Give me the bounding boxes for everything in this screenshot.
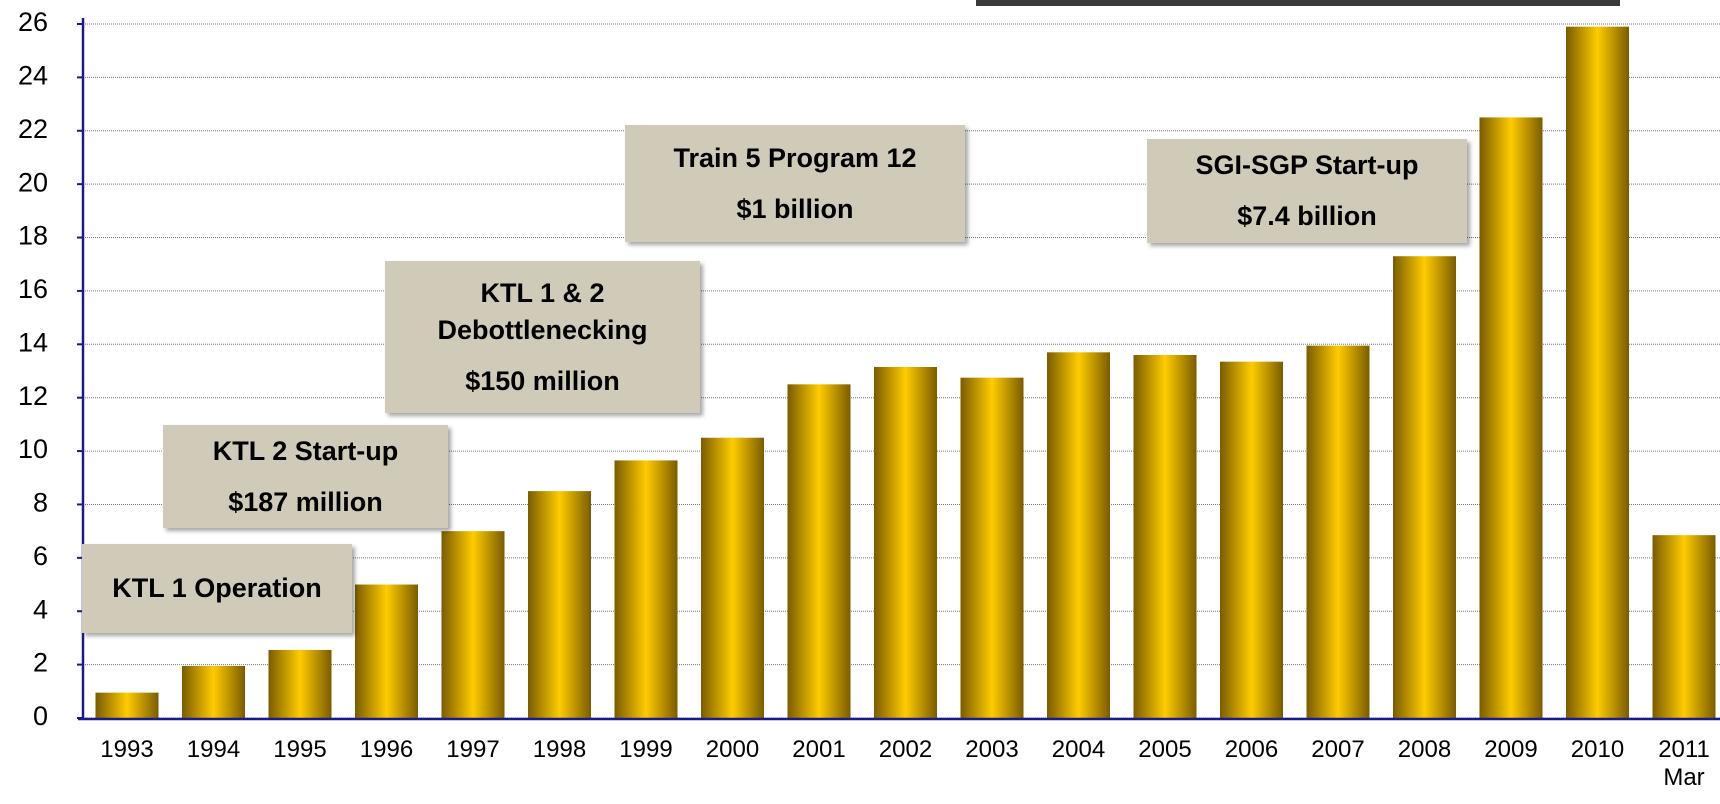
bar <box>1393 256 1456 718</box>
bar <box>182 666 245 718</box>
bar <box>1134 355 1197 718</box>
x-tick-label: 2011 Mar <box>1652 736 1716 792</box>
annotation-text: KTL 2 Start-up <box>213 433 399 470</box>
x-tick-label: 2006 <box>1220 736 1284 764</box>
y-tick-label: 2 <box>33 648 48 678</box>
annotation-text: KTL 1 & 2 Debottlenecking <box>385 275 700 349</box>
x-tick-label: 1993 <box>95 736 159 764</box>
x-tick-label: 1998 <box>528 736 592 764</box>
bar <box>1220 362 1283 718</box>
x-tick-label: 2000 <box>701 736 765 764</box>
x-tick-label: 2004 <box>1047 736 1111 764</box>
bar <box>528 491 591 718</box>
bar <box>1307 346 1370 718</box>
y-tick-label: 10 <box>18 434 48 464</box>
annotation-text: SGI-SGP Start-up <box>1195 147 1418 184</box>
x-tick-label: 2005 <box>1133 736 1197 764</box>
y-tick-label: 16 <box>18 274 48 304</box>
x-tick-label: 1997 <box>441 736 505 764</box>
annotation-box: KTL 2 Start-up $187 million <box>163 425 448 528</box>
annotation-box: KTL 1 Operation <box>82 544 352 633</box>
x-tick-label: 2008 <box>1393 736 1457 764</box>
x-tick-label: 2002 <box>874 736 938 764</box>
bar <box>442 531 505 718</box>
bar <box>96 693 159 718</box>
bar <box>1653 535 1716 718</box>
x-tick-label: 2007 <box>1306 736 1370 764</box>
y-tick-label: 14 <box>18 327 48 357</box>
chart: 02468101214161820222426 1993199419951996… <box>0 0 1720 804</box>
y-tick-label: 20 <box>18 167 48 197</box>
y-tick-label: 18 <box>18 221 48 251</box>
y-tick-label: 0 <box>33 701 48 731</box>
annotation-text: $187 million <box>228 484 383 521</box>
y-tick-label: 6 <box>33 541 48 571</box>
bar <box>1047 352 1110 718</box>
x-tick-label: 2003 <box>960 736 1024 764</box>
bar <box>874 367 937 718</box>
x-tick-label: 1999 <box>614 736 678 764</box>
annotation-text: $150 million <box>465 363 620 400</box>
x-tick-label: 1996 <box>355 736 419 764</box>
bar <box>961 378 1024 718</box>
annotation-text: $1 billion <box>736 191 853 228</box>
bar <box>701 438 764 718</box>
x-tick-label: 2010 <box>1566 736 1630 764</box>
y-tick-label: 22 <box>18 114 48 144</box>
chart-svg: 02468101214161820222426 <box>0 0 1720 804</box>
annotation-box: KTL 1 & 2 Debottlenecking $150 million <box>385 261 700 413</box>
annotation-text: Train 5 Program 12 <box>673 140 916 177</box>
bar <box>355 585 418 718</box>
annotation-text: $7.4 billion <box>1237 198 1377 235</box>
bar <box>1480 117 1543 718</box>
y-tick-label: 12 <box>18 381 48 411</box>
x-tick-label: 1995 <box>268 736 332 764</box>
x-tick-label: 2009 <box>1479 736 1543 764</box>
annotation-text: KTL 1 Operation <box>112 570 322 607</box>
y-tick-label: 24 <box>18 61 48 91</box>
photo <box>976 0 1620 6</box>
annotation-box: SGI-SGP Start-up $7.4 billion <box>1147 139 1467 243</box>
bar <box>269 650 332 718</box>
bar <box>788 384 851 718</box>
bar <box>615 460 678 718</box>
y-tick-label: 4 <box>33 594 48 624</box>
y-tick-label: 26 <box>18 7 48 37</box>
x-tick-label: 1994 <box>182 736 246 764</box>
bar <box>1566 27 1629 718</box>
y-tick-label: 8 <box>33 488 48 518</box>
annotation-box: Train 5 Program 12 $1 billion <box>625 125 965 242</box>
x-tick-label: 2001 <box>787 736 851 764</box>
